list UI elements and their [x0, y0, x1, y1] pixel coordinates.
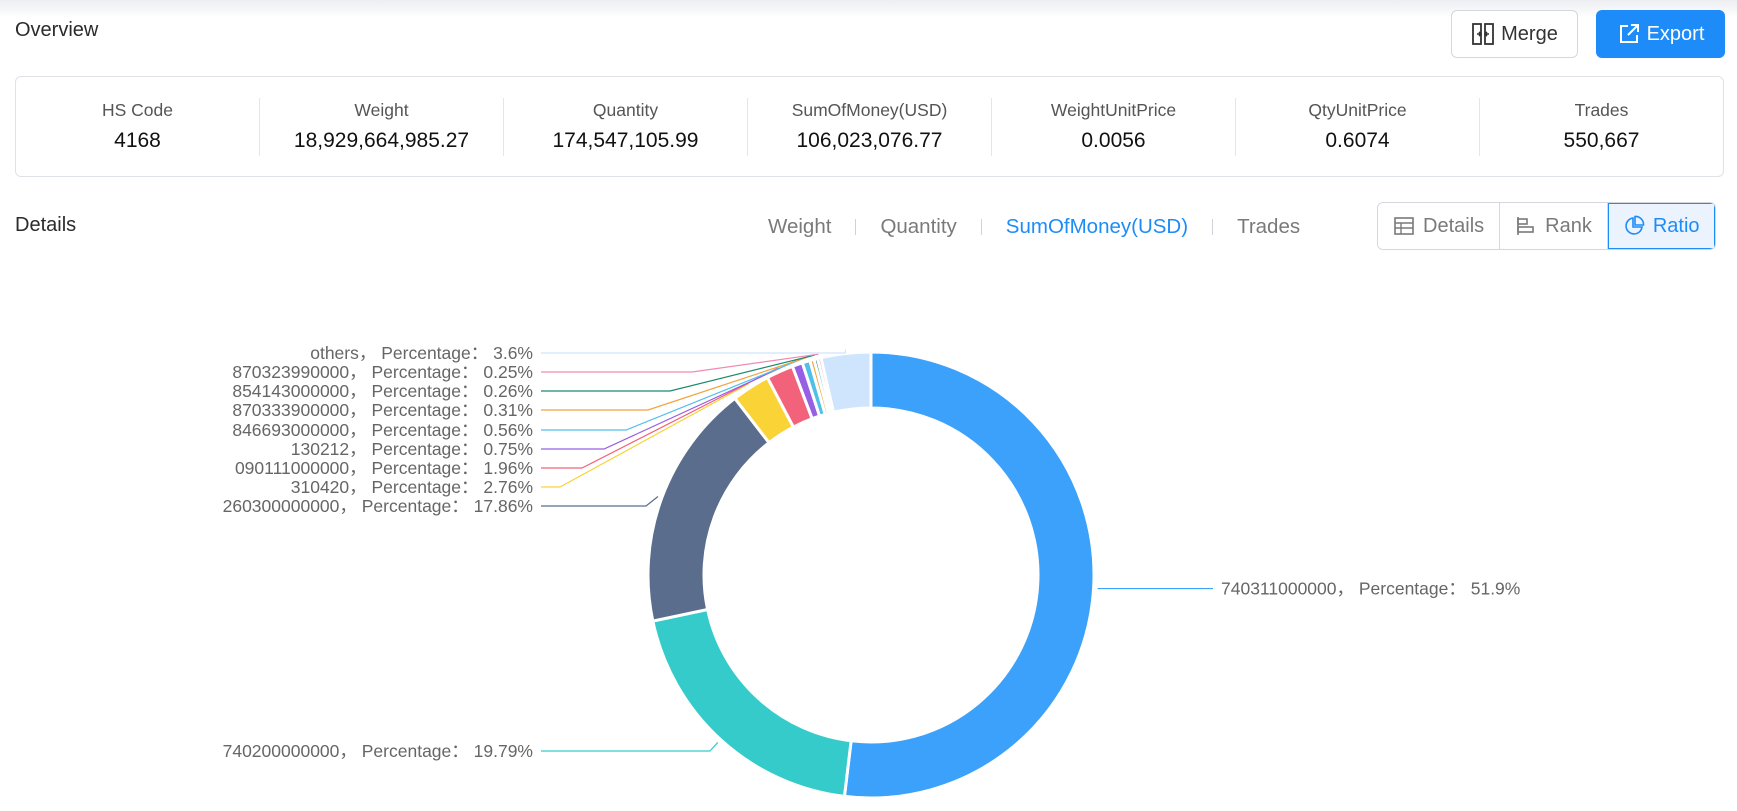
- stat-value: 0.6074: [1325, 129, 1390, 152]
- leader-line: [541, 354, 815, 392]
- slice-label: 740311000000， Percentage： 51.9%: [1221, 579, 1520, 599]
- slice-label: 260300000000， Percentage： 17.86%: [223, 496, 533, 516]
- view-ratio-label: Ratio: [1652, 214, 1700, 237]
- stat-value: 106,023,076.77: [796, 129, 943, 152]
- stat-label: Trades: [1574, 100, 1629, 120]
- merge-button[interactable]: Merge: [1451, 10, 1578, 58]
- details-title: Details: [15, 214, 77, 236]
- stat-label: Weight: [354, 100, 409, 120]
- pie-slice: [651, 607, 853, 799]
- ratio-donut-chart: 740311000000， Percentage： 51.9% 740200000…: [223, 343, 1520, 800]
- view-details-button[interactable]: Details: [1378, 203, 1501, 249]
- tab-sum-of-money[interactable]: SumOfMoney(USD): [1005, 215, 1189, 238]
- stat-weight-unit-price: WeightUnitPrice 0.0056: [992, 97, 1236, 156]
- leader-line: [541, 349, 846, 354]
- stat-value: 4168: [114, 129, 161, 152]
- slice-label: 090111000000， Percentage： 1.96%: [235, 458, 533, 478]
- tab-divider: [1212, 219, 1214, 235]
- top-shadow: [0, 0, 1737, 18]
- pie-slice: [646, 396, 772, 623]
- slice-label: 870323990000， Percentage： 0.25%: [232, 362, 533, 382]
- stat-label: QtyUnitPrice: [1308, 100, 1407, 120]
- stat-hs-code: HS Code 4168: [16, 97, 260, 156]
- view-ratio-button[interactable]: Ratio: [1607, 203, 1715, 249]
- stat-label: WeightUnitPrice: [1050, 100, 1177, 120]
- leader-line: [541, 742, 719, 752]
- stat-label: Quantity: [592, 100, 659, 120]
- view-switcher: Details Rank Ratio: [1377, 202, 1716, 250]
- tab-trades[interactable]: Trades: [1237, 215, 1301, 238]
- merge-icon: [1472, 23, 1495, 45]
- slice-label: others， Percentage： 3.6%: [310, 343, 533, 363]
- stat-label: HS Code: [101, 100, 173, 120]
- slice-label: 854143000000， Percentage： 0.26%: [232, 381, 533, 401]
- rank-icon: [1517, 217, 1534, 235]
- table-icon: [1394, 217, 1414, 235]
- slice-label: 846693000000， Percentage： 0.56%: [232, 420, 533, 440]
- tab-quantity[interactable]: Quantity: [880, 215, 957, 238]
- slice-label: 310420， Percentage： 2.76%: [291, 477, 533, 497]
- metric-tabs: Weight Quantity SumOfMoney(USD) Trades: [768, 214, 1300, 240]
- view-rank-label: Rank: [1545, 214, 1592, 237]
- leader-line: [541, 360, 797, 450]
- leader-line: [541, 353, 819, 373]
- leader-line: [541, 367, 779, 469]
- merge-label: Merge: [1501, 22, 1558, 45]
- overview-title: Overview: [15, 19, 99, 41]
- overview-stats: HS Code 4168 Weight 18,929,664,985.27 Qu…: [15, 76, 1724, 177]
- slice-label: 870333900000， Percentage： 0.31%: [232, 400, 533, 420]
- tab-divider: [855, 219, 857, 235]
- tab-weight[interactable]: Weight: [768, 215, 832, 238]
- view-rank-button[interactable]: Rank: [1500, 203, 1608, 249]
- tab-divider: [980, 219, 982, 235]
- export-button[interactable]: Export: [1596, 10, 1725, 58]
- stat-sum-of-money: SumOfMoney(USD) 106,023,076.77: [748, 97, 992, 156]
- stat-label: SumOfMoney(USD): [791, 100, 948, 120]
- pie-slice: [819, 350, 873, 415]
- stat-value: 174,547,105.99: [552, 129, 699, 152]
- view-details-label: Details: [1423, 214, 1485, 237]
- stat-qty-unit-price: QtyUnitPrice 0.6074: [1236, 97, 1480, 156]
- pie-icon: [1625, 215, 1645, 235]
- leader-line: [541, 355, 812, 411]
- pie-slice: [842, 350, 1096, 800]
- leader-line: [541, 496, 659, 507]
- export-label: Export: [1646, 22, 1705, 45]
- slice-label: 130212， Percentage： 0.75%: [291, 439, 533, 459]
- slice-label: 740200000000， Percentage： 19.79%: [223, 741, 533, 761]
- leader-line: [541, 357, 806, 431]
- stat-value: 550,667: [1563, 129, 1640, 152]
- stat-trades: Trades 550,667: [1480, 98, 1723, 156]
- stat-value: 18,929,664,985.27: [293, 129, 470, 152]
- stat-quantity: Quantity 174,547,105.99: [504, 97, 748, 156]
- stat-value: 0.0056: [1081, 129, 1146, 152]
- export-icon: [1619, 24, 1639, 43]
- stat-weight: Weight 18,929,664,985.27: [260, 97, 504, 156]
- leader-line: [541, 383, 749, 488]
